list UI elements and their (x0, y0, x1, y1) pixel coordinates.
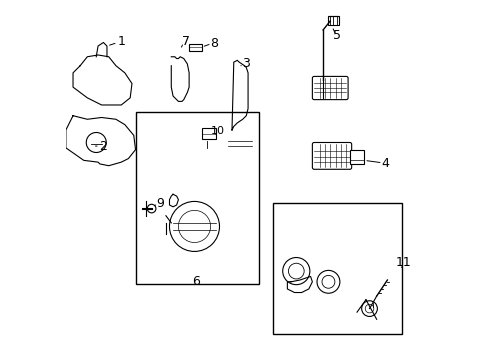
Bar (228, 130, 251, 150)
Text: 11: 11 (395, 256, 410, 269)
FancyBboxPatch shape (312, 76, 347, 100)
Text: 8: 8 (210, 37, 218, 50)
Text: 2: 2 (99, 140, 107, 153)
Text: 4: 4 (381, 157, 389, 170)
FancyBboxPatch shape (312, 143, 351, 169)
Text: 7: 7 (181, 35, 189, 48)
Circle shape (147, 204, 156, 213)
Bar (135, 112, 258, 284)
Text: 10: 10 (210, 126, 224, 136)
Text: 9: 9 (156, 197, 164, 210)
Bar (189, 44, 201, 51)
Bar (272, 203, 401, 334)
Text: 6: 6 (192, 275, 200, 288)
Bar (201, 128, 216, 139)
Bar (349, 150, 364, 164)
Text: 5: 5 (333, 29, 341, 42)
Text: 3: 3 (242, 57, 250, 71)
Text: 1: 1 (117, 35, 125, 48)
Bar (328, 16, 339, 24)
